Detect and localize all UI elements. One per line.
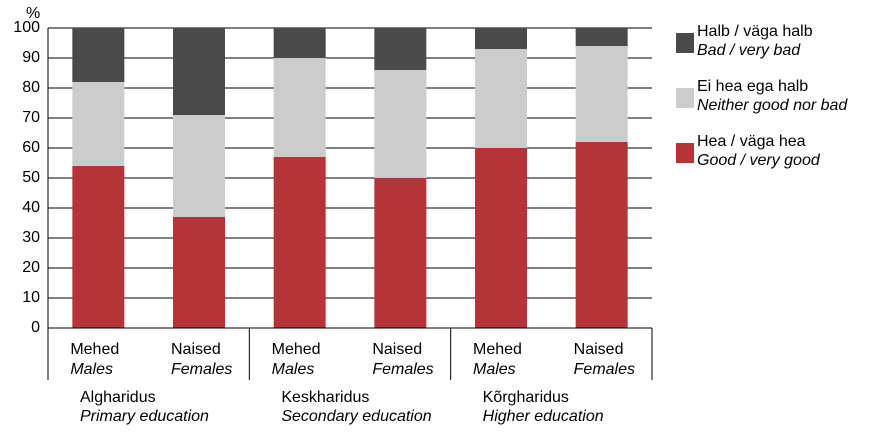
bar-segment	[173, 217, 225, 328]
y-tick-label: 60	[22, 139, 40, 156]
legend-label-en: Bad / very bad	[697, 42, 801, 59]
x-tick-label-en: Males	[70, 361, 113, 378]
legend-label-en: Good / very good	[697, 152, 821, 169]
bar-segment	[72, 166, 125, 328]
bar-segment	[374, 28, 427, 70]
bar-segment	[575, 142, 628, 328]
group-label: Keskharidus	[281, 389, 369, 406]
bar-segment	[72, 28, 125, 82]
group-label-en: Primary education	[80, 408, 209, 425]
bar-segment	[72, 82, 125, 166]
x-tick-label-en: Females	[574, 361, 635, 378]
bar-segment	[475, 148, 527, 328]
y-tick-label: 40	[22, 199, 40, 216]
y-tick-label: 10	[22, 289, 40, 306]
bar-segment	[575, 28, 628, 46]
y-tick-label: 0	[31, 319, 40, 336]
y-tick-label: 70	[22, 109, 40, 126]
group-label-en: Higher education	[483, 408, 604, 425]
bar-segment	[575, 46, 628, 142]
x-tick-label-en: Females	[372, 361, 433, 378]
legend-swatch	[676, 33, 694, 53]
y-tick-label: 80	[22, 79, 40, 96]
y-tick-label: 50	[22, 169, 40, 186]
bar-segment	[374, 178, 427, 328]
bar-segment	[273, 157, 326, 328]
x-tick-label: Naised	[372, 341, 422, 358]
legend-label-en: Neither good nor bad	[697, 97, 848, 114]
bar-segment	[475, 49, 527, 148]
y-tick-label: 100	[13, 19, 40, 36]
bar-segment	[173, 115, 225, 217]
bar-segment	[475, 28, 527, 49]
y-unit: %	[26, 5, 40, 22]
legend-swatch	[676, 143, 694, 163]
y-tick-label: 90	[22, 49, 40, 66]
x-tick-label: Mehed	[473, 341, 522, 358]
bar-segment	[173, 28, 225, 115]
x-tick-label-en: Females	[171, 361, 232, 378]
y-tick-label: 30	[22, 229, 40, 246]
bar-segment	[273, 28, 326, 58]
x-tick-label: Naised	[574, 341, 624, 358]
legend-swatch	[676, 88, 694, 108]
group-label-en: Secondary education	[281, 408, 431, 425]
legend-label: Hea / väga hea	[697, 133, 806, 150]
group-label: Algharidus	[80, 389, 156, 406]
legend-label: Halb / väga halb	[697, 23, 813, 40]
x-tick-label-en: Males	[272, 361, 315, 378]
y-tick-label: 20	[22, 259, 40, 276]
x-tick-label-en: Males	[473, 361, 516, 378]
group-label: Kõrgharidus	[483, 389, 569, 406]
legend-label: Ei hea ega halb	[697, 78, 808, 95]
x-tick-label: Mehed	[272, 341, 321, 358]
x-tick-label: Mehed	[70, 341, 119, 358]
x-tick-label: Naised	[171, 341, 221, 358]
bar-segment	[273, 58, 326, 157]
bar-segment	[374, 70, 427, 178]
